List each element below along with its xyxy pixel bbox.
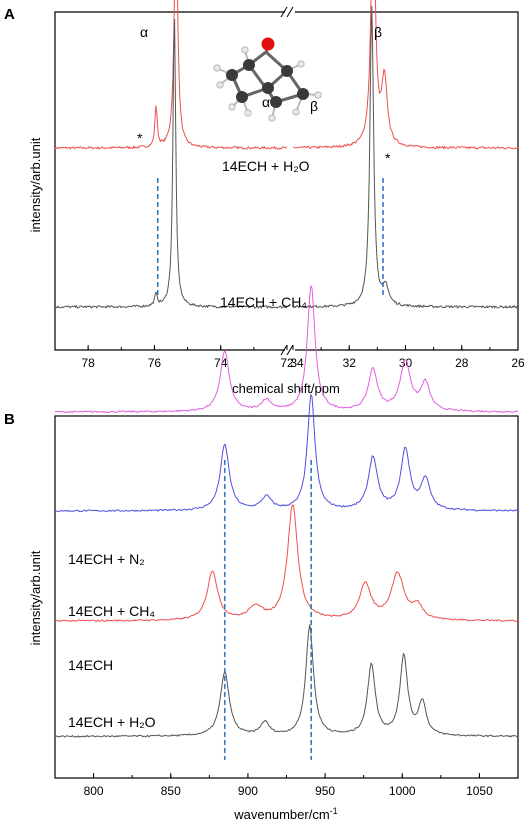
axis-break-top [280,6,295,18]
panel-a-x-axis-label: chemical shift/ppm [232,381,340,396]
panel-a-tick-label-right-2: 30 [399,356,413,370]
panel-b: B 800 850 900 950 1000 1050 wavenumber/cm-1 i… [4,285,519,822]
panel-b-series-2 [54,504,519,623]
panel-a-tick-label-left-1: 76 [148,356,162,370]
panel-a-tick-label-left-3: 72 [280,356,294,370]
panel-b-tick-label-3: 950 [315,784,335,798]
panel-b-label: B [4,411,15,428]
beta-peak-label: β [374,24,382,40]
panel-a-frame-left [54,11,287,351]
panel-b-markers [223,460,312,760]
panel-a-y-axis-label: intensity/arb.unit [28,137,43,232]
impurity-star-right: * [385,150,391,166]
panel-a-series-1-segment-0 [54,18,288,309]
panel-a-tick-label-right-3: 28 [455,356,469,370]
series-label-a-h2o: 14ECH + H₂O [222,158,310,174]
panel-a-tick-label-right-1: 32 [343,356,357,370]
panel-a-tick-label-left-2: 74 [214,356,228,370]
panel-a-label: A [4,6,15,23]
panel-b-series-0 [54,285,519,414]
alpha-peak-label: α [140,24,148,40]
molecule-beta-label: β [310,98,318,114]
molecule-alpha-label: α [262,94,270,110]
panel-b-series-3 [54,624,519,738]
panel-b-tick-label-2: 900 [238,784,258,798]
panel-a-spectra [54,0,519,309]
series-label-b-ch4: 14ECH + CH₄ [68,603,155,619]
series-label-b-pure: 14ECH [68,657,113,673]
panel-a-markers [156,178,384,298]
panel-a-frame-right [293,11,519,351]
panel-b-tick-label-4: 1000 [389,784,416,798]
series-label-b-n2: 14ECH + N₂ [68,551,145,567]
panel-a-series-1-segment-1 [292,5,519,309]
panel-b-spectra [54,285,519,738]
panel-b-tick-label-1: 850 [161,784,181,798]
panel-b-x-axis-label: wavenumber/cm-1 [233,806,337,822]
panel-a-series-0-segment-0 [54,0,288,150]
panel-a-tick-label-left-0: 78 [81,356,95,370]
panel-a-tick-label-right-4: 26 [511,356,525,370]
panel-b-series-1 [54,394,519,513]
series-label-b-h2o: 14ECH + H₂O [68,714,156,730]
molecule-14ech: α β [213,37,322,122]
impurity-star-left: * [137,130,143,146]
panel-a-series-0-segment-1 [292,0,519,150]
axis-break-bottom [280,344,295,356]
series-label-a-ch4: 14ECH + CH₄ [220,294,307,310]
panel-b-tick-label-0: 800 [84,784,104,798]
panel-b-x-ticks: 800 850 900 950 1000 1050 [84,773,493,798]
panel-b-y-axis-label: intensity/arb.unit [28,550,43,645]
panel-a-tick-label-right-0: 34 [290,356,304,370]
panel-b-tick-label-5: 1050 [466,784,493,798]
